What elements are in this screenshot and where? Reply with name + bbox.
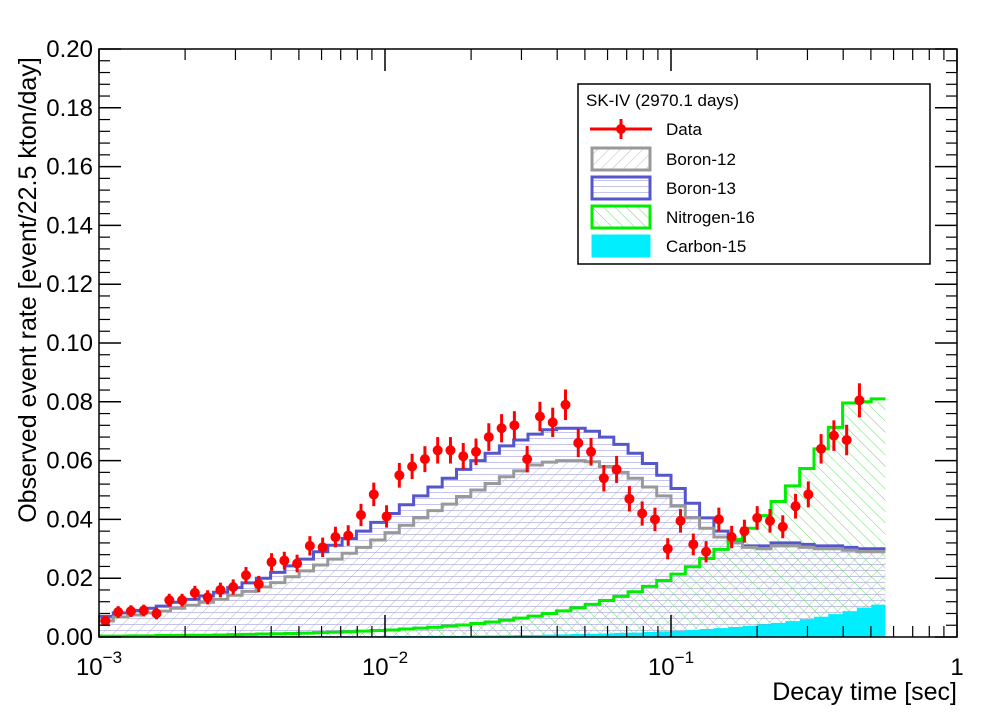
data-point <box>586 446 597 457</box>
legend-swatch-boron-12 <box>590 146 652 172</box>
data-point <box>407 461 418 472</box>
y-tick-label: 0.12 <box>46 271 93 298</box>
data-point <box>624 493 635 504</box>
data-point <box>726 532 737 543</box>
data-point <box>113 607 124 618</box>
data-point <box>419 454 430 465</box>
legend-swatch-carbon-15 <box>591 234 651 258</box>
data-point <box>304 540 315 551</box>
data-points <box>100 383 865 626</box>
x-axis-title: Decay time [sec] <box>772 678 957 706</box>
data-point <box>432 445 443 456</box>
x-axis: 10−3 10−2 10−1 1 <box>76 49 964 681</box>
legend-swatch-nitrogen-16 <box>590 204 652 230</box>
x-tick-label: 10−3 <box>76 648 122 681</box>
data-point <box>739 526 750 537</box>
data-point <box>637 508 648 519</box>
data-point <box>688 539 699 550</box>
y-tick-label: 0.06 <box>46 448 93 475</box>
y-axis: 0.00 0.02 0.04 0.06 0.08 0.10 0.12 0.14 0.16 0.18… <box>46 36 957 651</box>
data-point <box>138 605 149 616</box>
data-point <box>649 514 660 525</box>
legend-label-nitrogen-16: Nitrogen-16 <box>666 208 755 227</box>
x-tick-label: 10−1 <box>648 648 694 681</box>
data-point <box>854 395 865 406</box>
data-point <box>189 587 200 598</box>
data-point <box>266 557 277 568</box>
data-point <box>394 470 405 481</box>
data-point <box>841 435 852 446</box>
legend-data-marker <box>616 124 626 134</box>
data-point <box>356 509 367 520</box>
y-axis-title: Observed event rate [event/22.5 kton/day… <box>14 57 42 523</box>
data-point <box>598 473 609 484</box>
y-tick-label: 0.04 <box>46 506 93 533</box>
data-point <box>381 511 392 522</box>
data-point <box>483 432 494 443</box>
data-point <box>164 595 175 606</box>
data-point <box>522 454 533 465</box>
data-point <box>662 543 673 554</box>
data-point <box>764 515 775 526</box>
data-point <box>560 399 571 410</box>
data-point <box>509 420 520 431</box>
data-point <box>573 437 584 448</box>
data-point <box>202 592 213 603</box>
data-point <box>701 546 712 557</box>
data-point <box>547 417 558 428</box>
data-point <box>803 489 814 500</box>
legend-title: SK-IV (2970.1 days) <box>586 91 739 110</box>
data-point <box>777 521 788 532</box>
data-point <box>125 606 136 617</box>
y-tick-label: 0.02 <box>46 565 93 592</box>
y-tick-label: 0.00 <box>46 624 93 651</box>
legend-label-data: Data <box>666 120 702 139</box>
data-point <box>471 446 482 457</box>
legend-label-boron-12: Boron-12 <box>666 150 736 169</box>
legend-box <box>577 83 931 265</box>
data-point <box>279 555 290 566</box>
data-point <box>151 608 162 619</box>
legend-label-boron-13: Boron-13 <box>666 179 736 198</box>
boron-12-line <box>99 459 886 623</box>
data-point <box>228 582 239 593</box>
data-point <box>611 464 622 475</box>
data-point <box>292 558 303 569</box>
y-tick-label: 0.10 <box>46 330 93 357</box>
data-point <box>496 423 507 434</box>
data-point <box>317 542 328 553</box>
legend: SK-IV (2970.1 days) Data Boron-12 Boron-… <box>577 83 931 265</box>
data-point <box>828 430 839 441</box>
data-point <box>100 615 111 626</box>
data-point <box>713 514 724 525</box>
data-point <box>534 411 545 422</box>
y-tick-label: 0.16 <box>46 154 93 181</box>
data-point <box>445 445 456 456</box>
y-tick-label: 0.20 <box>46 36 93 63</box>
nitrogen-16-area <box>99 398 886 637</box>
data-point <box>215 584 226 595</box>
data-point <box>343 530 354 541</box>
x-tick-label: 1 <box>950 654 963 681</box>
data-point <box>240 570 251 581</box>
carbon-15-area <box>99 604 886 637</box>
legend-label-carbon-15: Carbon-15 <box>666 237 746 256</box>
data-point <box>177 595 188 606</box>
y-tick-label: 0.08 <box>46 389 93 416</box>
data-point <box>816 443 827 454</box>
data-point <box>790 501 801 512</box>
data-point <box>253 579 264 590</box>
data-point <box>675 515 686 526</box>
data-point <box>330 532 341 543</box>
y-tick-label: 0.18 <box>46 95 93 122</box>
data-point <box>368 489 379 500</box>
data-point <box>458 451 469 462</box>
data-point <box>752 512 763 523</box>
x-tick-label: 10−2 <box>362 648 408 681</box>
legend-swatch-boron-13 <box>590 175 652 201</box>
y-tick-label: 0.14 <box>46 212 93 239</box>
